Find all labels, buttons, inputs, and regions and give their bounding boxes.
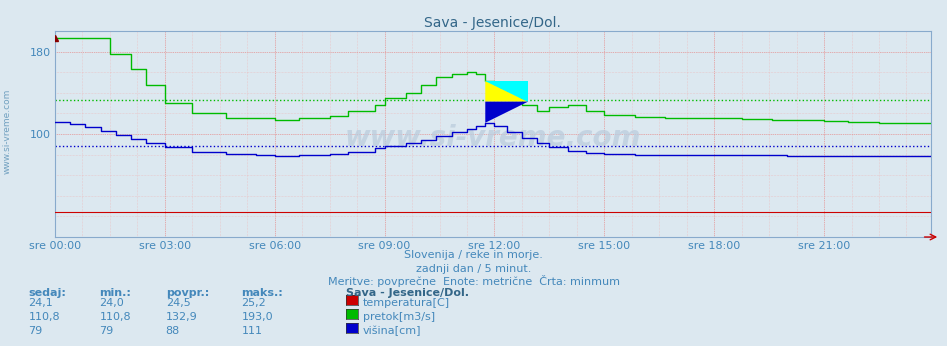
Text: www.si-vreme.com: www.si-vreme.com <box>3 89 12 174</box>
Text: pretok[m3/s]: pretok[m3/s] <box>363 312 435 322</box>
Text: www.si-vreme.com: www.si-vreme.com <box>345 124 641 152</box>
Text: 25,2: 25,2 <box>241 298 266 308</box>
Text: 111: 111 <box>241 326 262 336</box>
Text: povpr.:: povpr.: <box>166 288 209 298</box>
Text: 79: 79 <box>99 326 114 336</box>
Text: Sava - Jesenice/Dol.: Sava - Jesenice/Dol. <box>346 288 469 298</box>
Text: maks.:: maks.: <box>241 288 283 298</box>
Text: min.:: min.: <box>99 288 132 298</box>
Text: Slovenija / reke in morje.: Slovenija / reke in morje. <box>404 250 543 260</box>
Polygon shape <box>485 102 528 123</box>
Title: Sava - Jesenice/Dol.: Sava - Jesenice/Dol. <box>424 16 562 30</box>
Text: zadnji dan / 5 minut.: zadnji dan / 5 minut. <box>416 264 531 274</box>
Polygon shape <box>485 81 528 102</box>
Text: 24,0: 24,0 <box>99 298 124 308</box>
Text: 24,1: 24,1 <box>28 298 53 308</box>
Text: 79: 79 <box>28 326 43 336</box>
Text: Meritve: povprečne  Enote: metrične  Črta: minmum: Meritve: povprečne Enote: metrične Črta:… <box>328 275 619 288</box>
Text: 88: 88 <box>166 326 180 336</box>
Text: temperatura[C]: temperatura[C] <box>363 298 450 308</box>
Text: 110,8: 110,8 <box>28 312 60 322</box>
Text: 110,8: 110,8 <box>99 312 131 322</box>
Polygon shape <box>485 81 528 102</box>
Text: sedaj:: sedaj: <box>28 288 66 298</box>
Text: 193,0: 193,0 <box>241 312 273 322</box>
Text: 24,5: 24,5 <box>166 298 190 308</box>
Text: višina[cm]: višina[cm] <box>363 326 421 336</box>
Text: 132,9: 132,9 <box>166 312 198 322</box>
